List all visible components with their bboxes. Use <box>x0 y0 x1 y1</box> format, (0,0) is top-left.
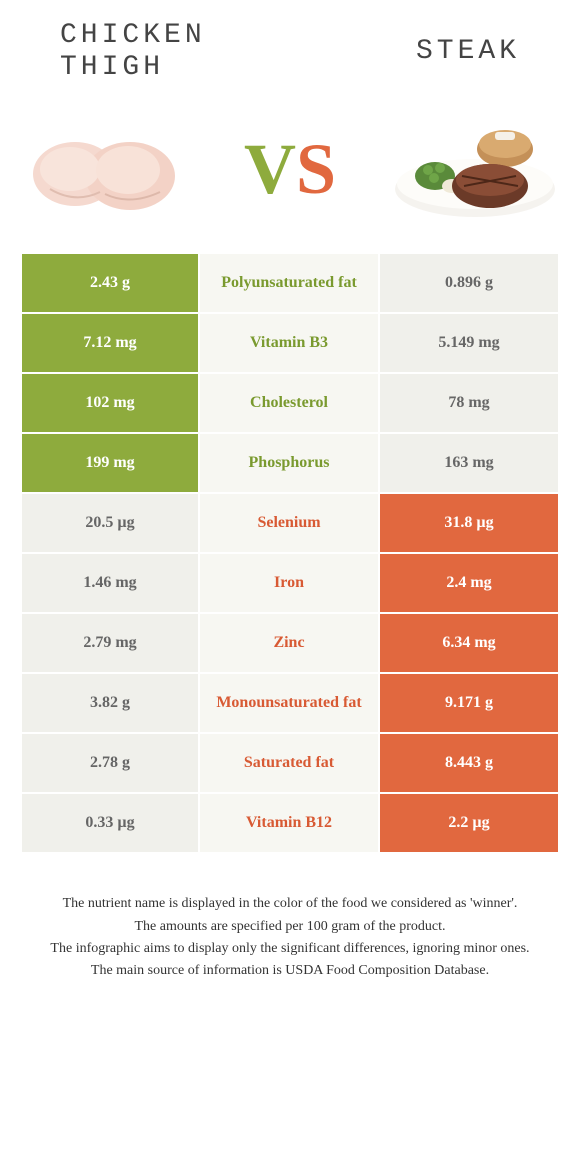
left-value: 1.46 mg <box>22 554 200 612</box>
steak-image <box>390 114 560 224</box>
right-value: 0.896 g <box>380 254 558 312</box>
right-food-title: STEAK <box>290 36 530 68</box>
table-row: 2.79 mgZinc6.34 mg <box>22 614 558 674</box>
left-value: 3.82 g <box>22 674 200 732</box>
table-row: 20.5 µgSelenium31.8 µg <box>22 494 558 554</box>
images-row: VS <box>0 94 580 254</box>
left-value: 2.78 g <box>22 734 200 792</box>
nutrient-name: Cholesterol <box>200 374 380 432</box>
nutrient-name: Selenium <box>200 494 380 552</box>
table-row: 2.43 gPolyunsaturated fat0.896 g <box>22 254 558 314</box>
right-value: 8.443 g <box>380 734 558 792</box>
table-row: 7.12 mgVitamin B35.149 mg <box>22 314 558 374</box>
nutrient-name: Zinc <box>200 614 380 672</box>
left-value: 20.5 µg <box>22 494 200 552</box>
table-row: 0.33 µgVitamin B122.2 µg <box>22 794 558 854</box>
left-value: 2.43 g <box>22 254 200 312</box>
right-value: 163 mg <box>380 434 558 492</box>
left-title-line2: THIGH <box>60 52 164 83</box>
table-row: 102 mgCholesterol78 mg <box>22 374 558 434</box>
chicken-thigh-image <box>20 114 190 224</box>
footer-line3: The infographic aims to display only the… <box>30 939 550 959</box>
right-value: 2.2 µg <box>380 794 558 852</box>
table-row: 199 mgPhosphorus163 mg <box>22 434 558 494</box>
nutrient-name: Polyunsaturated fat <box>200 254 380 312</box>
nutrient-name: Monounsaturated fat <box>200 674 380 732</box>
left-value: 199 mg <box>22 434 200 492</box>
footer-line2: The amounts are specified per 100 gram o… <box>30 917 550 937</box>
right-value: 5.149 mg <box>380 314 558 372</box>
right-value: 9.171 g <box>380 674 558 732</box>
comparison-table: 2.43 gPolyunsaturated fat0.896 g7.12 mgV… <box>22 254 558 854</box>
footer-line4: The main source of information is USDA F… <box>30 961 550 981</box>
left-value: 102 mg <box>22 374 200 432</box>
header: CHICKEN THIGH STEAK <box>0 0 580 94</box>
nutrient-name: Vitamin B3 <box>200 314 380 372</box>
nutrient-name: Vitamin B12 <box>200 794 380 852</box>
right-value: 6.34 mg <box>380 614 558 672</box>
left-title-line1: CHICKEN <box>60 20 206 51</box>
right-value: 78 mg <box>380 374 558 432</box>
vs-label: VS <box>244 128 336 211</box>
left-food-title: CHICKEN THIGH <box>50 20 290 84</box>
left-value: 2.79 mg <box>22 614 200 672</box>
left-value: 0.33 µg <box>22 794 200 852</box>
vs-v: V <box>244 128 296 211</box>
nutrient-name: Phosphorus <box>200 434 380 492</box>
nutrient-name: Saturated fat <box>200 734 380 792</box>
nutrient-name: Iron <box>200 554 380 612</box>
vs-s: S <box>296 128 336 211</box>
right-value: 31.8 µg <box>380 494 558 552</box>
right-value: 2.4 mg <box>380 554 558 612</box>
table-row: 2.78 gSaturated fat8.443 g <box>22 734 558 794</box>
table-row: 3.82 gMonounsaturated fat9.171 g <box>22 674 558 734</box>
table-row: 1.46 mgIron2.4 mg <box>22 554 558 614</box>
left-value: 7.12 mg <box>22 314 200 372</box>
footer-notes: The nutrient name is displayed in the co… <box>0 854 580 981</box>
footer-line1: The nutrient name is displayed in the co… <box>30 894 550 914</box>
